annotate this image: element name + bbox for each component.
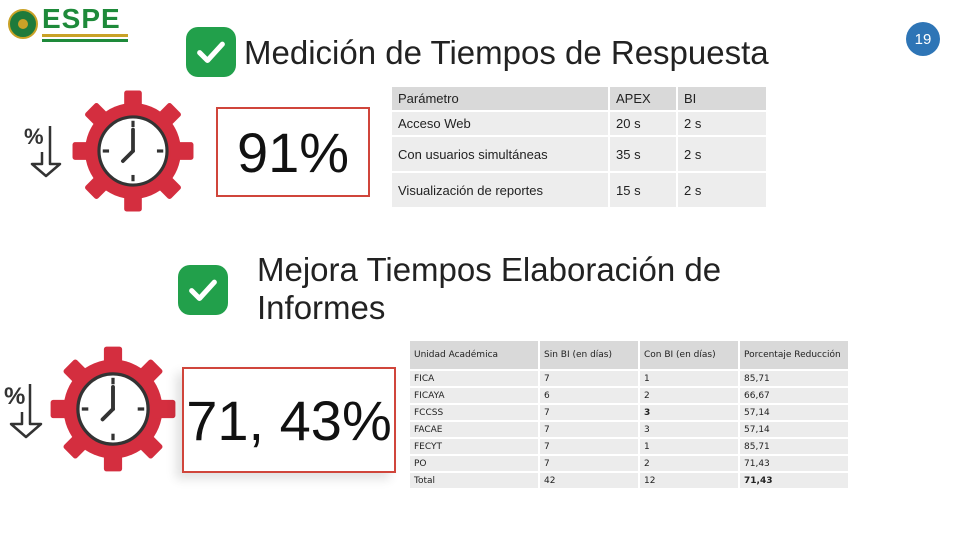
header-cell: BI [676, 87, 766, 112]
table-row-total: Total 42 12 71,43 [408, 473, 848, 490]
table-cell: 3 [638, 422, 738, 439]
header-cell: Parámetro [392, 87, 608, 112]
table-cell: 2 [638, 388, 738, 405]
table-cell: 85,71 [738, 439, 848, 456]
header-cell: Unidad Académica [408, 341, 538, 371]
table-row: Acceso Web 20 s 2 s [392, 112, 766, 137]
table-cell: 12 [638, 473, 738, 490]
table-cell: 2 s [676, 137, 766, 173]
table-row: FACAE 7 3 57,14 [408, 422, 848, 439]
table-cell: 35 s [608, 137, 676, 173]
table-cell: FECYT [408, 439, 538, 456]
table-cell: 20 s [608, 112, 676, 137]
percent-down-arrow-icon: % [24, 124, 62, 178]
header-cell: APEX [608, 87, 676, 112]
check-icon [186, 27, 236, 77]
table-cell: PO [408, 456, 538, 473]
table-cell: 7 [538, 371, 638, 388]
table-cell: Visualización de reportes [392, 173, 608, 209]
table-cell: 71,43 [738, 456, 848, 473]
section2-title: Mejora Tiempos Elaboración de Informes [257, 251, 722, 326]
table-cell: Total [408, 473, 538, 490]
svg-text:%: % [24, 124, 44, 149]
section1-title: Medición de Tiempos de Respuesta [244, 34, 769, 71]
table-cell: 57,14 [738, 422, 848, 439]
logo-text: ESPE [42, 3, 121, 34]
table-cell: 7 [538, 439, 638, 456]
table-cell: 2 s [676, 173, 766, 209]
table-cell: 2 [638, 456, 738, 473]
table-cell: Acceso Web [392, 112, 608, 137]
table-cell: FICAYA [408, 388, 538, 405]
table-cell: 1 [638, 439, 738, 456]
header-cell: Sin BI (en días) [538, 341, 638, 371]
check-icon [178, 265, 228, 315]
table-cell: 2 s [676, 112, 766, 137]
table-row: Visualización de reportes 15 s 2 s [392, 173, 766, 209]
percentage-71-43: 71, 43% [182, 367, 396, 473]
response-time-table: Parámetro APEX BI Acceso Web 20 s 2 s Co… [392, 87, 766, 209]
table-cell: 7 [538, 405, 638, 422]
table-cell: 57,14 [738, 405, 848, 422]
table-cell: 3 [638, 405, 738, 422]
table-row: FICAYA 6 2 66,67 [408, 388, 848, 405]
table-cell: FICA [408, 371, 538, 388]
table-cell: 85,71 [738, 371, 848, 388]
table-cell: FACAE [408, 422, 538, 439]
table-cell: 1 [638, 371, 738, 388]
percent-down-arrow-icon: % [4, 383, 43, 439]
table-cell: 7 [538, 456, 638, 473]
svg-text:%: % [4, 383, 25, 410]
page-number-badge: 19 [906, 22, 940, 56]
header-cell: Con BI (en días) [638, 341, 738, 371]
table-header: Unidad Académica Sin BI (en días) Con BI… [408, 341, 848, 371]
table-row: FCCSS 7 3 57,14 [408, 405, 848, 422]
university-seal-icon [8, 9, 38, 39]
header-cell: Porcentaje Reducción [738, 341, 848, 371]
gear-clock-icon [50, 346, 176, 472]
table-cell: 15 s [608, 173, 676, 209]
percentage-91: 91% [216, 107, 370, 197]
table-cell: 42 [538, 473, 638, 490]
table-cell: Con usuarios simultáneas [392, 137, 608, 173]
table-row: FECYT 7 1 85,71 [408, 439, 848, 456]
table-cell: FCCSS [408, 405, 538, 422]
table-cell: 6 [538, 388, 638, 405]
espe-logo: ESPE [8, 5, 132, 43]
table-row: FICA 7 1 85,71 [408, 371, 848, 388]
table-cell: 66,67 [738, 388, 848, 405]
report-time-table: Unidad Académica Sin BI (en días) Con BI… [408, 341, 848, 490]
table-cell: 71,43 [738, 473, 848, 490]
gear-clock-icon [72, 90, 194, 212]
table-row: PO 7 2 71,43 [408, 456, 848, 473]
table-row: Con usuarios simultáneas 35 s 2 s [392, 137, 766, 173]
table-header: Parámetro APEX BI [392, 87, 766, 112]
table-cell: 7 [538, 422, 638, 439]
